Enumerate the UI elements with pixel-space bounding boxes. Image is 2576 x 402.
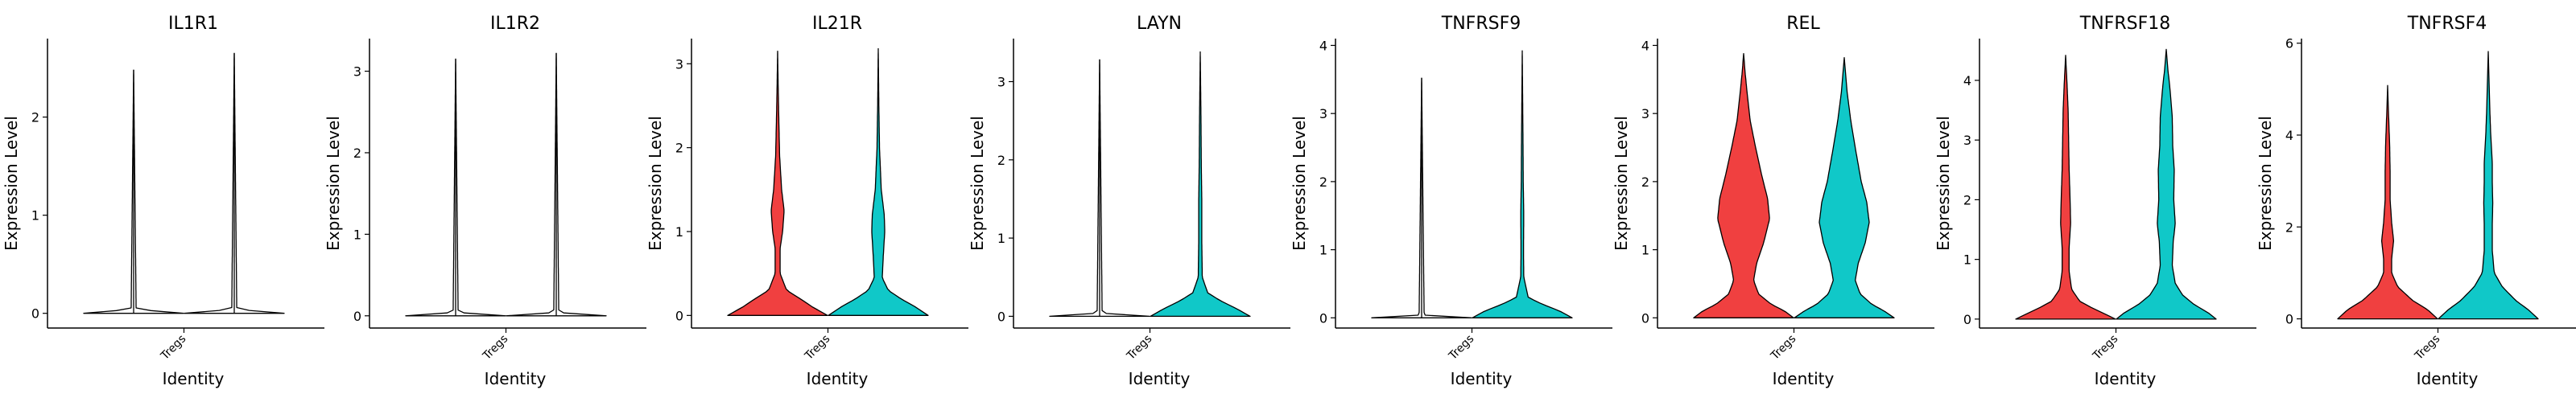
x-axis-label: Identity [807,369,869,388]
x-tick-label: Tregs [480,333,510,363]
panel-title: TNFRSF4 [2407,14,2487,34]
panel-title: IL21R [812,14,862,34]
y-tick-label: 0 [997,309,1005,324]
x-axis-label: Identity [2095,369,2157,388]
y-axis-label: Expression Level [646,116,665,251]
violin-series-1 [2337,84,2438,320]
x-tick-label: Tregs [2412,333,2442,363]
y-tick-label: 3 [1319,106,1327,121]
y-axis-label: Expression Level [2,116,21,251]
y-axis-label: Expression Level [2256,116,2275,251]
y-tick-label: 4 [2285,128,2293,143]
y-tick-label: 2 [1319,174,1327,190]
y-tick-label: 0 [1641,310,1649,326]
y-tick-label: 2 [2285,219,2293,235]
violin-panel-tnfrsf18: TNFRSF18 0 1 2 3 4 Tregs Identity Expression Lev… [1934,14,2256,388]
y-tick-label: 2 [31,110,39,125]
violin-series-2 [1472,50,1573,318]
x-tick-label: Tregs [158,333,188,363]
panel-title: REL [1786,14,1820,34]
y-tick-label: 2 [353,146,361,161]
x-axis-label: Identity [163,369,225,388]
y-tick-label: 4 [1641,38,1649,53]
panel-title: IL1R1 [168,14,218,34]
violin-series-1 [727,51,828,316]
x-tick-label: Tregs [2090,333,2120,363]
y-axis-label: Expression Level [1290,116,1309,251]
y-tick-label: 2 [1641,174,1649,190]
violin-panel-rel: REL 0 1 2 3 4 Tregs Identity Expression Level [1612,14,1934,388]
y-tick-label: 6 [2285,36,2293,51]
violin-series-2 [2438,51,2539,320]
y-tick-label: 0 [2285,312,2293,327]
y-tick-label: 2 [997,153,1005,168]
y-tick-label: 1 [1319,243,1327,258]
x-tick-label: Tregs [1768,333,1798,363]
violin-series-1 [2015,55,2116,320]
y-tick-label: 0 [1319,310,1327,326]
y-tick-label: 1 [997,231,1005,246]
y-tick-label: 0 [675,308,683,323]
y-tick-label: 4 [1319,38,1327,53]
y-tick-label: 2 [1963,192,1971,207]
x-axis-label: Identity [1451,369,1513,388]
x-axis-label: Identity [1129,369,1191,388]
x-axis-label: Identity [485,369,547,388]
y-tick-label: 1 [353,227,361,242]
x-axis-label: Identity [1773,369,1835,388]
violin-panel-tnfrsf4: TNFRSF4 0 2 4 6 Tregs Identity Expression Level [2256,14,2576,388]
violin-panel-layn: LAYN 0 1 2 3 Tregs Identity Expression Level [968,14,1290,388]
violin-panel-tnfrsf9: TNFRSF9 0 1 2 3 4 Tregs Identity Expression Leve… [1290,14,1612,388]
panel-title: TNFRSF18 [2079,14,2170,34]
y-tick-label: 0 [1963,312,1971,327]
x-axis-label: Identity [2417,369,2479,388]
y-axis-label: Expression Level [1934,116,1953,251]
violin-panel-il1r2: IL1R2 0 1 2 3 Tregs Identity Expression Level [324,14,646,388]
y-tick-label: 0 [353,309,361,324]
y-tick-label: 3 [1641,106,1649,121]
y-tick-label: 3 [353,64,361,80]
violin-series-2 [2116,48,2217,320]
violin-panel-il21r: IL21R 0 1 2 3 Tregs Identity Expression Level [646,14,968,388]
y-axis-label: Expression Level [324,116,343,251]
y-tick-label: 1 [1963,252,1971,268]
y-tick-label: 1 [31,208,39,224]
x-tick-label: Tregs [1446,333,1476,363]
y-tick-label: 1 [1641,243,1649,258]
panel-title: TNFRSF9 [1441,14,1521,34]
violin-series-2 [828,47,929,316]
y-tick-label: 3 [997,75,1005,90]
y-tick-label: 2 [675,141,683,156]
y-tick-label: 1 [675,224,683,240]
x-tick-label: Tregs [802,333,832,363]
violin-series-2 [1150,51,1251,318]
y-axis-label: Expression Level [1612,116,1631,251]
y-tick-label: 4 [1963,73,1971,88]
panel-title: IL1R2 [490,14,540,34]
y-tick-label: 3 [1963,133,1971,148]
violin-series-1 [1693,52,1794,318]
y-axis-label: Expression Level [968,116,987,251]
violin-series-2 [1794,57,1895,318]
x-tick-label: Tregs [1124,333,1154,363]
panel-title: LAYN [1137,14,1182,34]
y-tick-label: 3 [675,56,683,72]
violin-panel-il1r1: IL1R1 0 1 2 Tregs Identity Expression Level [2,14,324,388]
y-tick-label: 0 [31,306,39,322]
